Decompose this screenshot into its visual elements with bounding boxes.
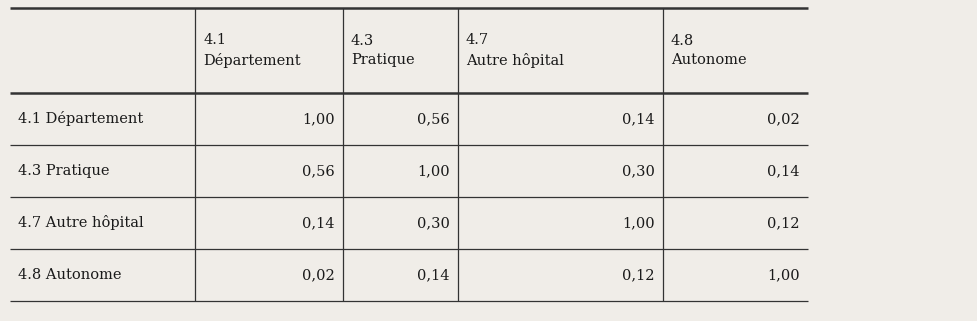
Text: 0,56: 0,56 (302, 164, 335, 178)
Text: 4.3 Pratique: 4.3 Pratique (18, 164, 109, 178)
Text: 0,12: 0,12 (622, 268, 655, 282)
Text: 0,56: 0,56 (417, 112, 449, 126)
Text: 4.3
Pratique: 4.3 Pratique (351, 34, 414, 67)
Text: 4.8
Autonome: 4.8 Autonome (670, 34, 745, 67)
Text: 0,14: 0,14 (302, 216, 335, 230)
Text: 1,00: 1,00 (417, 164, 449, 178)
Text: 0,30: 0,30 (621, 164, 655, 178)
Text: 0,30: 0,30 (417, 216, 449, 230)
Text: 1,00: 1,00 (621, 216, 655, 230)
Text: 0,02: 0,02 (767, 112, 799, 126)
Text: 1,00: 1,00 (302, 112, 335, 126)
Text: 0,12: 0,12 (767, 216, 799, 230)
Text: 0,14: 0,14 (622, 112, 655, 126)
Text: 0,14: 0,14 (767, 164, 799, 178)
Text: 4.7
Autre hôpital: 4.7 Autre hôpital (465, 33, 564, 68)
Text: 4.1 Département: 4.1 Département (18, 111, 143, 126)
Text: 4.7 Autre hôpital: 4.7 Autre hôpital (18, 215, 144, 230)
Text: 0,02: 0,02 (302, 268, 335, 282)
Text: 4.8 Autonome: 4.8 Autonome (18, 268, 121, 282)
Text: 1,00: 1,00 (767, 268, 799, 282)
Text: 4.1
Département: 4.1 Département (203, 33, 300, 68)
Text: 0,14: 0,14 (417, 268, 449, 282)
